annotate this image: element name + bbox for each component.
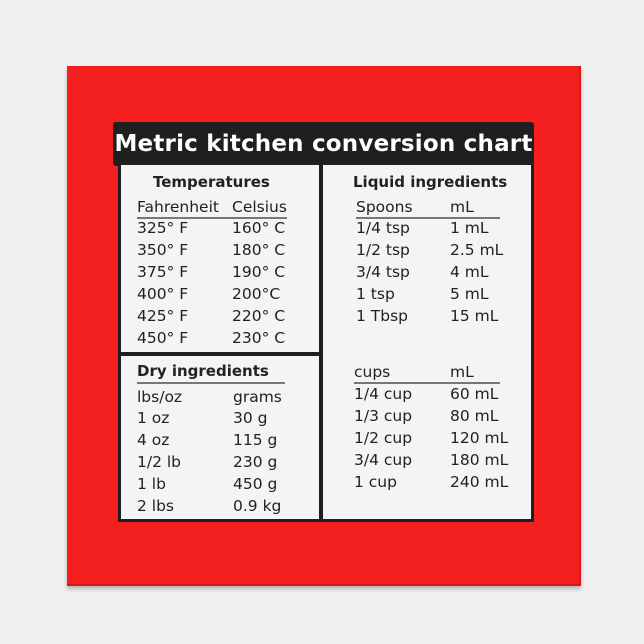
horizontal-divider [118, 352, 321, 356]
table-cell: 180 mL [450, 451, 509, 469]
table-cell: 5 mL [450, 285, 489, 303]
table-cell: 425° F [137, 307, 189, 325]
temperatures-heading: Temperatures [153, 173, 270, 191]
table-cell: 325° F [137, 219, 189, 237]
column-header: cups [354, 363, 391, 381]
table-cell: 450° F [137, 329, 189, 347]
column-header: Fahrenheit [137, 198, 219, 216]
table-cell: 3/4 tsp [356, 263, 410, 281]
column-header: mL [450, 198, 474, 216]
dry-heading: Dry ingredients [137, 362, 269, 380]
table-cell: 1 Tbsp [356, 307, 409, 325]
header-underline [356, 217, 500, 219]
table-cell: 3/4 cup [354, 451, 413, 469]
column-header: mL [450, 363, 474, 381]
table-cell: 1/4 tsp [356, 219, 410, 237]
table-cell: 1/3 cup [354, 407, 413, 425]
table-cell: 30 g [233, 409, 268, 427]
table-cell: 80 mL [450, 407, 499, 425]
table-cell: 1 oz [137, 409, 170, 427]
table-cell: 350° F [137, 241, 189, 259]
table-cell: 1/2 cup [354, 429, 413, 447]
table-cell: 1 cup [354, 473, 397, 491]
table-cell: 180° C [232, 241, 286, 259]
header-underline [137, 217, 287, 219]
table-cell: 160° C [232, 219, 286, 237]
table-cell: 4 oz [137, 431, 170, 449]
liquid-heading: Liquid ingredients [353, 173, 508, 191]
header-underline [354, 382, 500, 384]
table-cell: 400° F [137, 285, 189, 303]
table-cell: 1 tsp [356, 285, 395, 303]
chart-panel [118, 165, 534, 522]
table-cell: 15 mL [450, 307, 499, 325]
table-cell: 0.9 kg [233, 497, 282, 515]
table-cell: 2.5 mL [450, 241, 504, 259]
table-cell: 375° F [137, 263, 189, 281]
table-cell: 220° C [232, 307, 286, 325]
table-cell: 60 mL [450, 385, 499, 403]
vertical-divider [319, 165, 323, 522]
table-cell: 230° C [232, 329, 286, 347]
chart-title: Metric kitchen conversion chart [113, 122, 534, 166]
table-cell: 190° C [232, 263, 286, 281]
table-cell: 115 g [233, 431, 278, 449]
table-cell: 230 g [233, 453, 278, 471]
column-header: lbs/oz [137, 388, 183, 406]
table-cell: 450 g [233, 475, 278, 493]
table-cell: 1/2 lb [137, 453, 182, 471]
table-cell: 1 mL [450, 219, 489, 237]
column-header: Celsius [232, 198, 287, 216]
table-cell: 240 mL [450, 473, 509, 491]
column-header: Spoons [356, 198, 413, 216]
table-cell: 4 mL [450, 263, 489, 281]
table-cell: 2 lbs [137, 497, 175, 515]
table-cell: 1/2 tsp [356, 241, 410, 259]
table-cell: 1 lb [137, 475, 166, 493]
table-cell: 120 mL [450, 429, 509, 447]
table-cell: 200°C [232, 285, 281, 303]
table-cell: 1/4 cup [354, 385, 413, 403]
dry-heading-underline [137, 382, 285, 384]
column-header: grams [233, 388, 282, 406]
